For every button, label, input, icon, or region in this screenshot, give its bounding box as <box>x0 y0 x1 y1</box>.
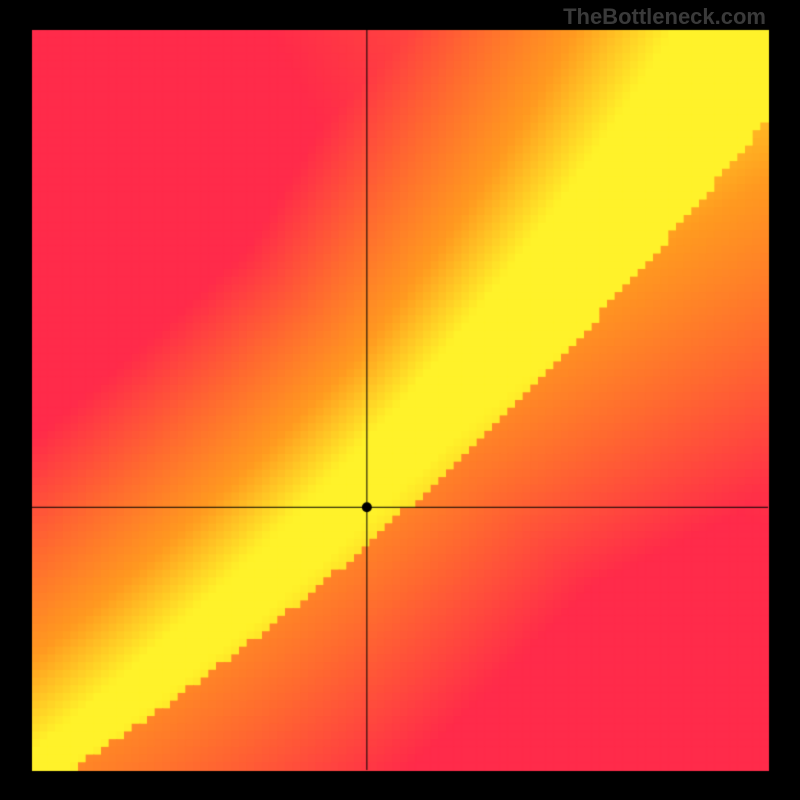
watermark-text: TheBottleneck.com <box>563 4 766 30</box>
bottleneck-heatmap <box>0 0 800 800</box>
chart-container: TheBottleneck.com <box>0 0 800 800</box>
